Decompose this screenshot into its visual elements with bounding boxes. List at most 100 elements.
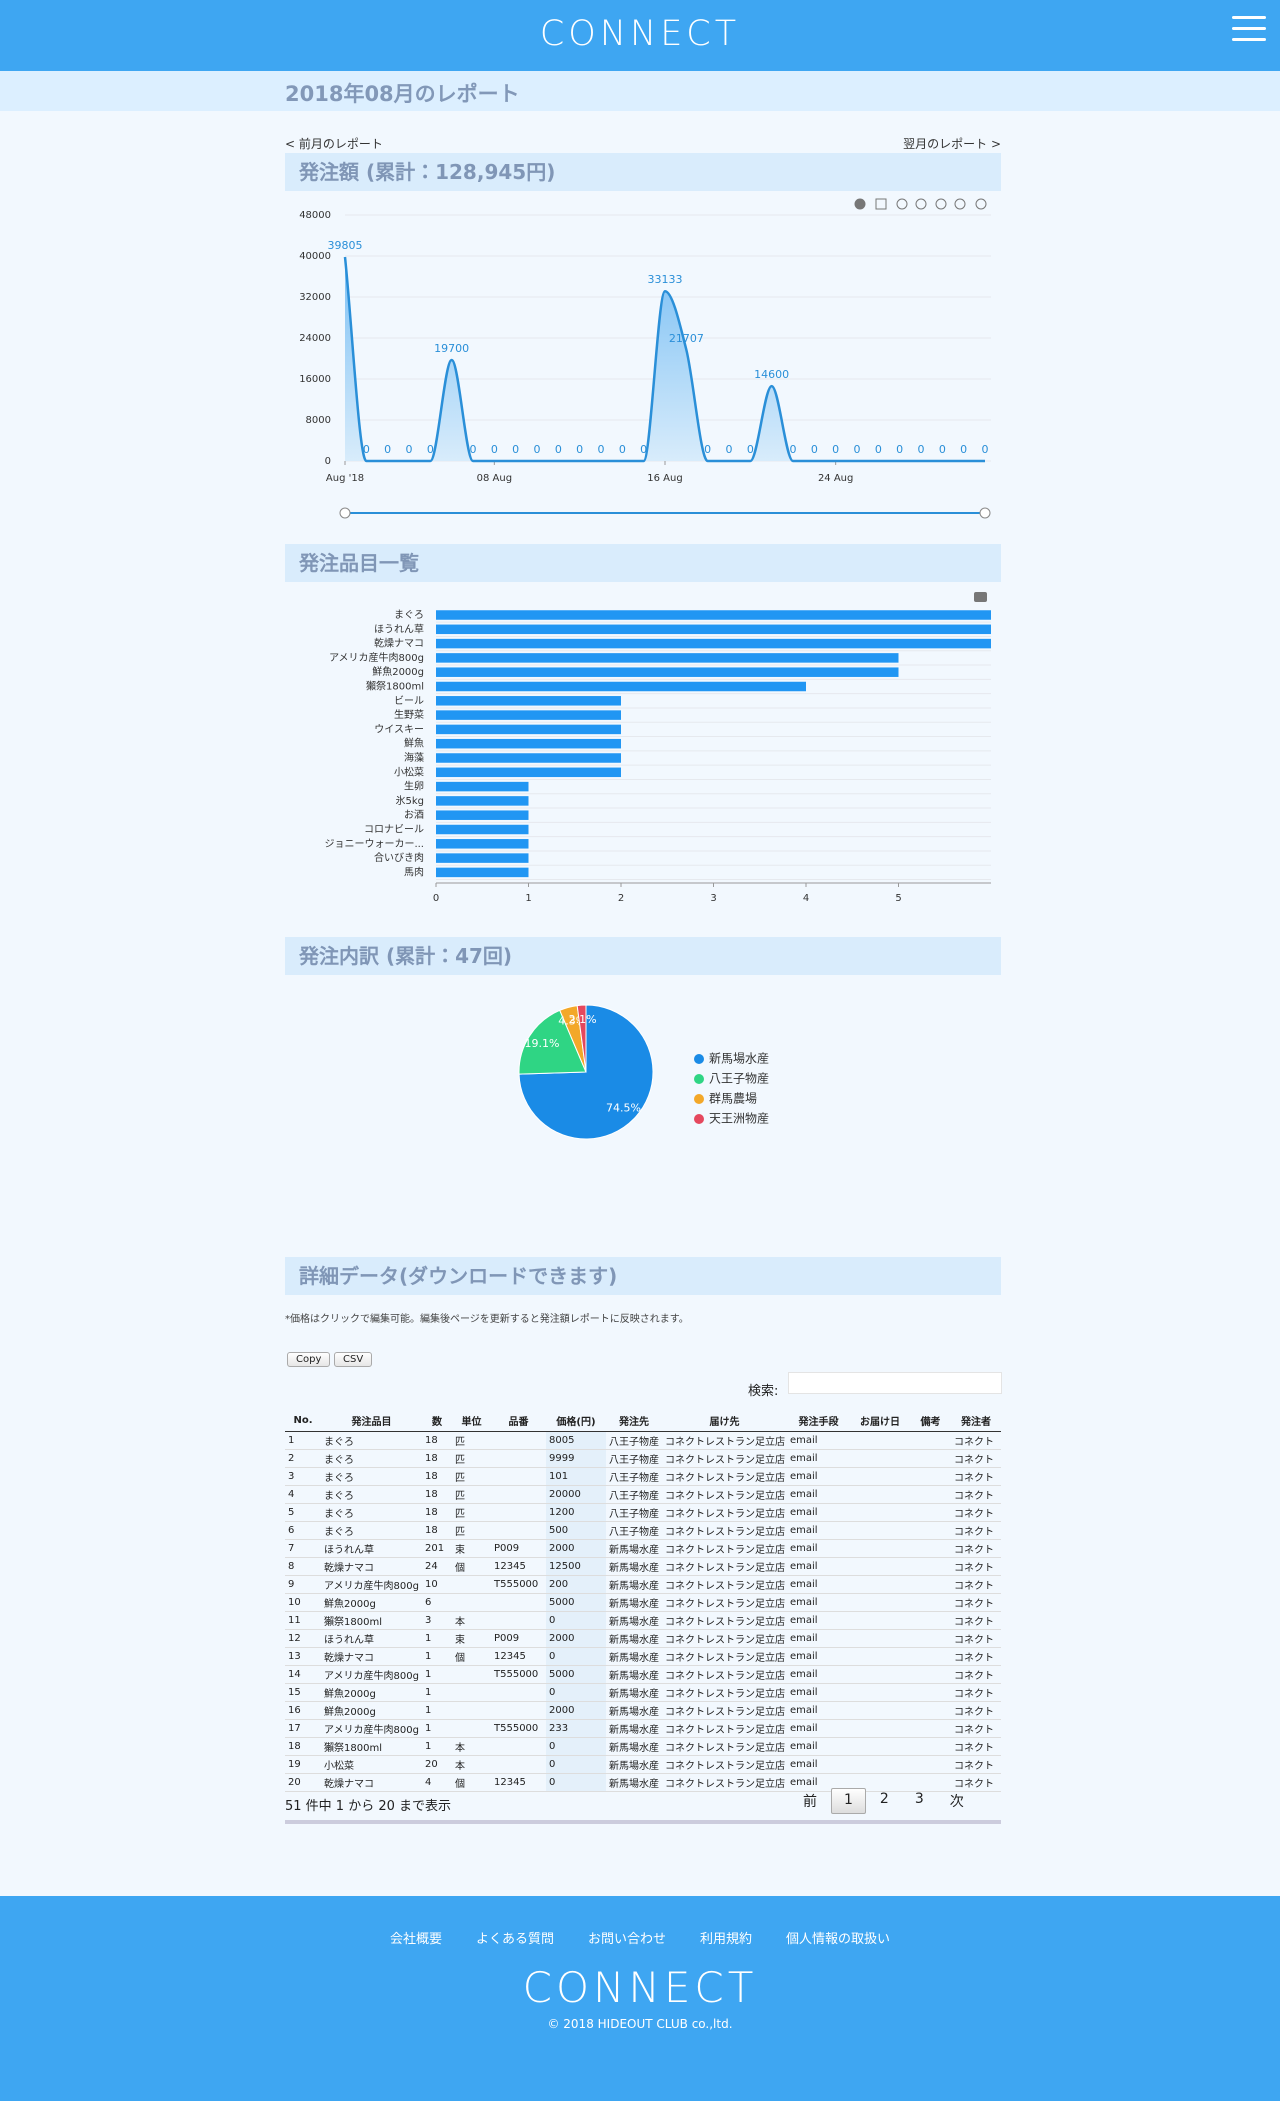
footer-link[interactable]: 個人情報の取扱い xyxy=(786,1932,891,1947)
toolbar-icon[interactable] xyxy=(975,198,987,210)
table-cell[interactable]: 0 xyxy=(546,1647,606,1666)
table-cell[interactable]: 200 xyxy=(546,1575,606,1594)
y-tick-label: 48000 xyxy=(299,210,331,221)
column-header[interactable]: 発注品目 xyxy=(321,1410,422,1432)
toolbar-icon[interactable] xyxy=(915,198,927,210)
menu-button[interactable] xyxy=(1232,16,1266,44)
table-cell xyxy=(910,1647,951,1666)
table-cell: コネクトレストラン足立店 xyxy=(662,1701,787,1720)
table-cell: 3 xyxy=(422,1611,452,1630)
table-cell[interactable]: 5000 xyxy=(546,1665,606,1684)
column-header[interactable]: 発注者 xyxy=(951,1410,1001,1432)
column-header[interactable]: 届け先 xyxy=(662,1410,787,1432)
table-cell: 個 xyxy=(452,1773,491,1792)
prev-link[interactable]: < 前月のレポート xyxy=(285,137,383,151)
table-cell[interactable]: 233 xyxy=(546,1719,606,1738)
footer-link[interactable]: 会社概要 xyxy=(389,1932,442,1947)
column-header[interactable]: 発注手段 xyxy=(787,1410,850,1432)
column-header[interactable]: 備考 xyxy=(910,1410,951,1432)
table-cell xyxy=(491,1449,546,1468)
table-cell xyxy=(910,1629,951,1648)
table-cell: 4 xyxy=(422,1773,452,1792)
x-tick-label: Aug '18 xyxy=(326,473,364,484)
page-button[interactable]: 2 xyxy=(879,1791,889,1807)
toolbar-icon[interactable] xyxy=(896,198,908,210)
table-cell: 本 xyxy=(452,1737,491,1756)
table-cell[interactable]: 0 xyxy=(546,1755,606,1774)
column-header[interactable]: 数 xyxy=(422,1410,452,1432)
table-cell: 本 xyxy=(452,1611,491,1630)
table-cell[interactable]: 8005 xyxy=(546,1431,606,1450)
toolbar-icon[interactable] xyxy=(854,198,866,210)
footer-link[interactable]: 利用規約 xyxy=(700,1932,753,1947)
table-cell: 1 xyxy=(422,1737,452,1756)
table-cell[interactable]: 5000 xyxy=(546,1593,606,1612)
toolbar-icon[interactable] xyxy=(954,198,966,210)
table-cell xyxy=(491,1701,546,1720)
y-tick-label: ウイスキー xyxy=(374,723,424,735)
table-cell: email xyxy=(787,1719,850,1738)
table-cell xyxy=(491,1611,546,1630)
table-cell[interactable]: 2000 xyxy=(546,1629,606,1648)
table-cell[interactable]: 12500 xyxy=(546,1557,606,1576)
table-cell[interactable]: 2000 xyxy=(546,1539,606,1558)
csv-button[interactable]: CSV xyxy=(334,1352,373,1367)
page-button[interactable]: 次 xyxy=(949,1794,964,1810)
table-cell[interactable]: 2000 xyxy=(546,1701,606,1720)
copy-button[interactable]: Copy xyxy=(287,1352,331,1367)
footer-link[interactable]: よくある質問 xyxy=(475,1932,554,1947)
table-cell: 1 xyxy=(422,1719,452,1738)
logo[interactable]: CONNECT xyxy=(539,14,741,54)
toolbar-icon[interactable] xyxy=(875,198,887,210)
table-cell: 新馬場水産 xyxy=(606,1683,662,1702)
note: *価格はクリックで編集可能。編集後ページを更新すると発注額レポートに反映されます… xyxy=(285,1314,689,1325)
table-cell[interactable]: 0 xyxy=(546,1611,606,1630)
table-cell: email xyxy=(787,1539,850,1558)
footer-link[interactable]: お問い合わせ xyxy=(587,1932,666,1947)
column-header[interactable]: No. xyxy=(285,1410,321,1432)
table-cell xyxy=(850,1539,910,1558)
toolbar-icon[interactable] xyxy=(935,198,947,210)
table-cell: コネクト xyxy=(951,1683,1001,1702)
table-cell: 新馬場水産 xyxy=(606,1575,662,1594)
column-header[interactable]: 単位 xyxy=(452,1410,491,1432)
area xyxy=(345,256,985,461)
table-cell[interactable]: 9999 xyxy=(546,1449,606,1468)
table-cell[interactable]: 0 xyxy=(546,1737,606,1756)
column-header[interactable]: 価格(円) xyxy=(546,1410,606,1432)
slider-handle[interactable] xyxy=(339,507,351,519)
table-cell: 乾燥ナマコ xyxy=(321,1647,422,1666)
x-tick-label: 3 xyxy=(710,893,716,904)
page-button[interactable]: 前 xyxy=(803,1794,817,1810)
table-cell: アメリカ産牛肉800g xyxy=(321,1575,422,1594)
table-cell[interactable]: 0 xyxy=(546,1683,606,1702)
column-header[interactable]: 品番 xyxy=(491,1410,546,1432)
search-input[interactable] xyxy=(788,1372,1002,1394)
table-cell[interactable]: 0 xyxy=(546,1773,606,1792)
table-cell: 束 xyxy=(452,1539,491,1558)
slider-handle[interactable] xyxy=(979,507,991,519)
column-header[interactable]: お届け日 xyxy=(850,1410,910,1432)
table-cell: 12345 xyxy=(491,1773,546,1792)
table-cell: 鮮魚2000g xyxy=(321,1683,422,1702)
table-cell xyxy=(910,1665,951,1684)
table-cell: email xyxy=(787,1431,850,1450)
table-cell: 1 xyxy=(422,1629,452,1648)
page-button[interactable]: 3 xyxy=(914,1791,924,1807)
table-cell[interactable]: 101 xyxy=(546,1467,606,1486)
y-tick-label: ジョニーウォーカー... xyxy=(324,838,424,850)
table-cell: コネクト xyxy=(951,1485,1001,1504)
table-cell: T555000 xyxy=(491,1575,546,1594)
value-label: 19700 xyxy=(434,342,469,355)
y-tick-label: 40000 xyxy=(299,251,331,262)
table-cell: 24 xyxy=(422,1557,452,1576)
next-link[interactable]: 翌月のレポート > xyxy=(903,137,1001,151)
table-cell[interactable]: 1200 xyxy=(546,1503,606,1522)
line-chart: 0 8000 16000 24000 32000 40000 48000 Aug '18 08 … xyxy=(299,198,991,519)
column-header[interactable]: 発注先 xyxy=(606,1410,662,1432)
table-cell[interactable]: 500 xyxy=(546,1521,606,1540)
page-button[interactable]: 1 xyxy=(831,1788,866,1814)
toolbar-icon[interactable] xyxy=(974,592,987,602)
table-cell[interactable]: 20000 xyxy=(546,1485,606,1504)
